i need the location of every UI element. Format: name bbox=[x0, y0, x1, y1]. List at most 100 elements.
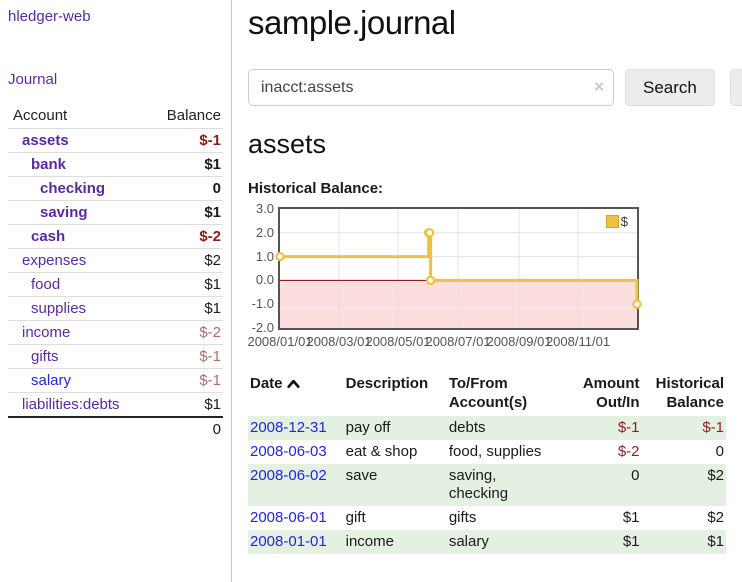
transaction-description: gift bbox=[345, 509, 366, 526]
account-link-bank[interactable]: bank bbox=[31, 156, 67, 173]
chart-svg bbox=[275, 209, 642, 328]
register-table: Date Description To/From Account(s) Amou… bbox=[248, 372, 726, 554]
search-button[interactable]: Search bbox=[625, 69, 715, 106]
account-row-expenses: expenses $2 bbox=[8, 248, 223, 273]
account-row-supplies: supplies $1 bbox=[8, 296, 223, 321]
transaction-description: eat & shop bbox=[345, 443, 418, 460]
search-form: × Search ? bbox=[248, 69, 742, 106]
register-row: 2008-12-31 pay off debts $-1 $-1 bbox=[248, 416, 726, 440]
main-content: sample.journal × Search ? assets Histori… bbox=[232, 0, 742, 582]
register-header-description: Description bbox=[345, 375, 429, 392]
transaction-date-link[interactable]: 2008-06-01 bbox=[250, 509, 327, 526]
y-tick: 2.0 bbox=[255, 225, 274, 240]
sidebar: hledger-web Journal Account Balance asse… bbox=[0, 0, 232, 582]
y-tick: 1.0 bbox=[255, 249, 274, 264]
account-row-income: income $-2 bbox=[8, 320, 223, 345]
transaction-amount: $1 bbox=[622, 509, 640, 526]
clear-search-icon[interactable]: × bbox=[594, 77, 604, 96]
account-balance: 0 bbox=[147, 176, 223, 201]
account-balance: $1 bbox=[147, 296, 223, 321]
chart-title: Historical Balance: bbox=[248, 180, 384, 197]
account-balance: $1 bbox=[147, 392, 223, 417]
transaction-accounts: saving, checking bbox=[446, 464, 563, 506]
transaction-amount: $1 bbox=[562, 530, 642, 554]
account-link-checking[interactable]: checking bbox=[40, 180, 106, 197]
search-help-button[interactable]: ? bbox=[729, 69, 742, 106]
account-link-cash[interactable]: cash bbox=[31, 228, 66, 245]
transaction-amount: $-2 bbox=[617, 443, 640, 460]
sidebar-item-journal[interactable]: Journal bbox=[8, 71, 58, 88]
account-row-liabilities-debts: liabilities:debts $1 bbox=[8, 392, 223, 417]
legend-label: $ bbox=[620, 214, 628, 229]
transaction-accounts: gifts bbox=[448, 509, 477, 526]
account-row-bank: bank $1 bbox=[8, 152, 223, 177]
account-row-saving: saving $1 bbox=[8, 200, 223, 225]
x-tick: 2008/09/01 bbox=[486, 334, 552, 349]
transaction-date-link[interactable]: 2008-06-03 bbox=[250, 443, 327, 460]
account-link-supplies[interactable]: supplies bbox=[31, 300, 87, 317]
account-link-salary[interactable]: salary bbox=[31, 372, 72, 389]
account-balance: $-2 bbox=[147, 320, 223, 345]
register-row: 2008-06-02 save saving, checking 0 $2 bbox=[248, 464, 726, 506]
transaction-balance: $2 bbox=[707, 509, 724, 526]
accounts-header-balance: Balance bbox=[166, 107, 221, 124]
account-balance: $1 bbox=[147, 272, 223, 297]
sidebar-nav: Journal bbox=[8, 71, 223, 89]
account-link-gifts[interactable]: gifts bbox=[31, 348, 59, 365]
transaction-balance: $2 bbox=[641, 464, 726, 506]
account-row-salary: salary $-1 bbox=[8, 368, 223, 393]
account-balance: $-1 bbox=[147, 368, 223, 393]
transaction-accounts: food, supplies bbox=[448, 443, 542, 460]
register-row: 2008-06-03 eat & shop food, supplies $-2… bbox=[248, 440, 726, 464]
account-balance: $1 bbox=[147, 200, 223, 225]
transaction-accounts: salary bbox=[446, 530, 563, 554]
balance-series-markers bbox=[275, 228, 642, 309]
account-row-food: food $1 bbox=[8, 272, 223, 297]
x-tick: 2008/07/01 bbox=[425, 334, 491, 349]
transaction-balance: $-1 bbox=[641, 416, 726, 440]
transaction-description: income bbox=[343, 530, 447, 554]
transaction-balance: 0 bbox=[715, 443, 724, 460]
account-balance: $2 bbox=[147, 248, 223, 273]
y-tick: -2.0 bbox=[251, 320, 274, 335]
register-header-amount: Amount Out/In bbox=[582, 375, 640, 411]
account-link-assets[interactable]: assets bbox=[22, 132, 69, 149]
x-tick: 2008/11/01 bbox=[545, 334, 611, 349]
y-tick: 0.0 bbox=[255, 272, 274, 287]
account-link-income[interactable]: income bbox=[22, 324, 71, 341]
register-row: 2008-01-01 income salary $1 $1 bbox=[248, 530, 726, 554]
transaction-date-link[interactable]: 2008-01-01 bbox=[250, 533, 327, 550]
account-link-liabilities-debts[interactable]: liabilities:debts bbox=[22, 396, 120, 413]
account-row-assets: assets $-1 bbox=[8, 128, 223, 153]
legend-swatch-icon bbox=[605, 215, 619, 228]
transaction-description: save bbox=[343, 464, 447, 506]
register-header-balance: Historical Balance bbox=[655, 375, 724, 411]
register-header-accounts: To/From Account(s) bbox=[448, 375, 528, 411]
transaction-date-link[interactable]: 2008-12-31 bbox=[250, 419, 327, 436]
account-row-checking: checking 0 bbox=[8, 176, 223, 201]
account-balance: $-1 bbox=[147, 128, 223, 153]
account-link-expenses[interactable]: expenses bbox=[22, 252, 87, 269]
account-link-saving[interactable]: saving bbox=[40, 204, 88, 221]
app-title: hledger-web bbox=[8, 8, 223, 26]
x-tick: 2008/05/01 bbox=[365, 334, 431, 349]
register-header-date[interactable]: Date bbox=[248, 372, 344, 416]
app-title-link[interactable]: hledger-web bbox=[8, 8, 91, 25]
chart-plot-area: $ bbox=[275, 207, 642, 330]
accounts-total-row: 0 bbox=[8, 416, 223, 441]
account-balance: $1 bbox=[147, 152, 223, 177]
page-title: sample.journal bbox=[248, 4, 456, 41]
x-tick: 2008/01/01 bbox=[247, 334, 313, 349]
register-row: 2008-06-01 gift gifts $1 $2 bbox=[248, 506, 726, 530]
account-row-cash: cash $-2 bbox=[8, 224, 223, 249]
sort-ascending-icon bbox=[286, 375, 300, 392]
account-link-food[interactable]: food bbox=[31, 276, 61, 293]
chart-legend: $ bbox=[605, 214, 628, 229]
accounts-table: Account Balance assets $-1 bank $1 check… bbox=[8, 105, 223, 441]
transaction-date-link[interactable]: 2008-06-02 bbox=[250, 467, 327, 484]
register-header-row: Date Description To/From Account(s) Amou… bbox=[248, 372, 726, 416]
search-input[interactable] bbox=[248, 69, 614, 106]
x-tick: 2008/03/01 bbox=[306, 334, 372, 349]
historical-balance-chart: 3.0 2.0 1.0 0.0 -1.0 -2.0 bbox=[247, 202, 726, 353]
